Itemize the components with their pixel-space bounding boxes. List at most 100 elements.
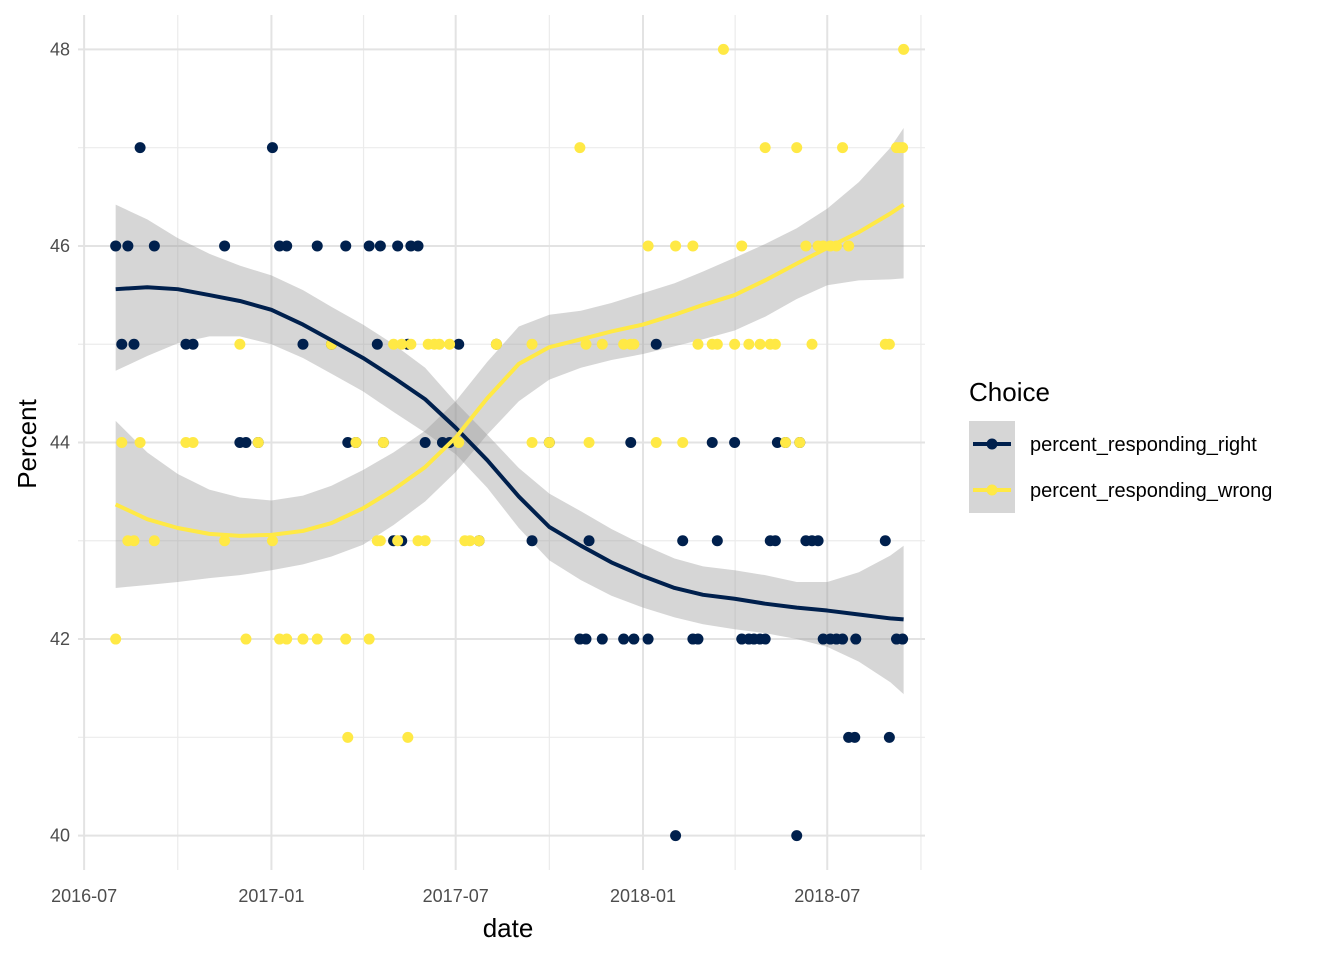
data-point bbox=[687, 240, 699, 252]
data-point bbox=[806, 338, 818, 350]
data-point bbox=[794, 437, 806, 448]
data-point bbox=[843, 240, 855, 252]
data-point bbox=[759, 142, 771, 154]
data-point bbox=[187, 437, 199, 448]
data-point bbox=[122, 240, 134, 252]
data-point bbox=[526, 437, 538, 448]
data-point bbox=[444, 338, 456, 350]
data-point bbox=[388, 338, 400, 350]
data-point bbox=[363, 633, 375, 645]
data-point bbox=[580, 338, 592, 350]
data-point bbox=[883, 338, 895, 350]
data-point bbox=[812, 535, 824, 547]
data-point bbox=[736, 240, 748, 252]
data-point bbox=[628, 633, 640, 645]
confidence-band bbox=[115, 128, 904, 588]
data-point bbox=[769, 338, 781, 350]
data-point bbox=[642, 240, 654, 252]
y-tick-label: 40 bbox=[50, 826, 70, 846]
x-axis-tick-labels: 2016-07 2017-01 2017-07 2018-01 2018-07 bbox=[51, 886, 860, 906]
data-point bbox=[692, 633, 704, 645]
legend-keys: percent_responding_right percent_respondi… bbox=[969, 421, 1272, 513]
legend-key-point bbox=[986, 438, 998, 450]
data-point bbox=[729, 437, 741, 448]
data-point bbox=[837, 142, 849, 154]
data-point bbox=[128, 535, 140, 547]
data-point bbox=[574, 142, 586, 154]
legend: Choice percent_responding_rightpercent_r… bbox=[969, 377, 1272, 513]
legend-label: percent_responding_right bbox=[1030, 434, 1257, 456]
data-point bbox=[837, 633, 849, 645]
y-axis-tick-labels: 40 42 44 46 48 bbox=[50, 39, 70, 845]
data-point bbox=[234, 338, 246, 350]
y-tick-label: 48 bbox=[50, 39, 70, 59]
data-point bbox=[240, 633, 252, 645]
data-point bbox=[473, 535, 485, 547]
data-point bbox=[252, 437, 264, 448]
data-point bbox=[670, 240, 682, 252]
data-point bbox=[405, 338, 417, 350]
x-tick-label: 2018-01 bbox=[610, 886, 676, 906]
data-point bbox=[412, 240, 424, 252]
x-tick-label: 2017-07 bbox=[423, 886, 489, 906]
data-point bbox=[706, 437, 718, 448]
data-point bbox=[110, 240, 122, 252]
y-axis-title: Percent bbox=[12, 398, 42, 488]
data-point bbox=[374, 535, 386, 547]
x-tick-label: 2018-07 bbox=[794, 886, 860, 906]
data-point bbox=[311, 633, 323, 645]
data-point bbox=[464, 535, 476, 547]
data-point bbox=[800, 240, 812, 252]
data-point bbox=[759, 633, 771, 645]
data-point bbox=[433, 338, 445, 350]
data-point bbox=[717, 43, 729, 55]
data-point bbox=[791, 830, 803, 842]
smooth-line bbox=[114, 203, 905, 538]
data-point bbox=[883, 731, 895, 743]
confidence-band bbox=[115, 204, 904, 695]
data-point bbox=[729, 338, 741, 350]
data-point bbox=[596, 633, 608, 645]
data-point bbox=[297, 338, 309, 350]
y-tick-label: 42 bbox=[50, 629, 70, 649]
data-points bbox=[110, 43, 910, 842]
data-point bbox=[650, 437, 662, 448]
data-point bbox=[618, 633, 630, 645]
data-point bbox=[583, 437, 595, 448]
data-point bbox=[743, 338, 755, 350]
data-point bbox=[670, 830, 682, 842]
smooth-line bbox=[115, 285, 904, 622]
data-point bbox=[297, 633, 309, 645]
data-point bbox=[580, 633, 592, 645]
data-point bbox=[879, 535, 891, 547]
data-point bbox=[625, 338, 637, 350]
data-point bbox=[134, 437, 146, 448]
data-point bbox=[219, 535, 231, 547]
legend-key-point bbox=[986, 484, 998, 496]
data-point bbox=[134, 142, 146, 154]
data-point bbox=[374, 240, 386, 252]
data-point bbox=[266, 142, 278, 154]
y-tick-label: 46 bbox=[50, 236, 70, 256]
data-point bbox=[897, 633, 909, 645]
data-point bbox=[377, 437, 389, 448]
data-point bbox=[371, 338, 383, 350]
data-point bbox=[898, 43, 910, 55]
data-point bbox=[340, 240, 352, 252]
data-point bbox=[711, 338, 723, 350]
data-point bbox=[219, 240, 231, 252]
data-point bbox=[490, 338, 502, 350]
data-point bbox=[396, 338, 408, 350]
data-point bbox=[392, 535, 404, 547]
data-point bbox=[543, 437, 555, 448]
data-point bbox=[677, 535, 689, 547]
x-tick-label: 2017-01 bbox=[238, 886, 304, 906]
data-point bbox=[340, 633, 352, 645]
data-point bbox=[692, 338, 704, 350]
legend-label: percent_responding_wrong bbox=[1030, 480, 1272, 502]
confidence-ribbons bbox=[115, 128, 904, 695]
data-point bbox=[453, 338, 465, 350]
legend-title: Choice bbox=[969, 377, 1050, 407]
